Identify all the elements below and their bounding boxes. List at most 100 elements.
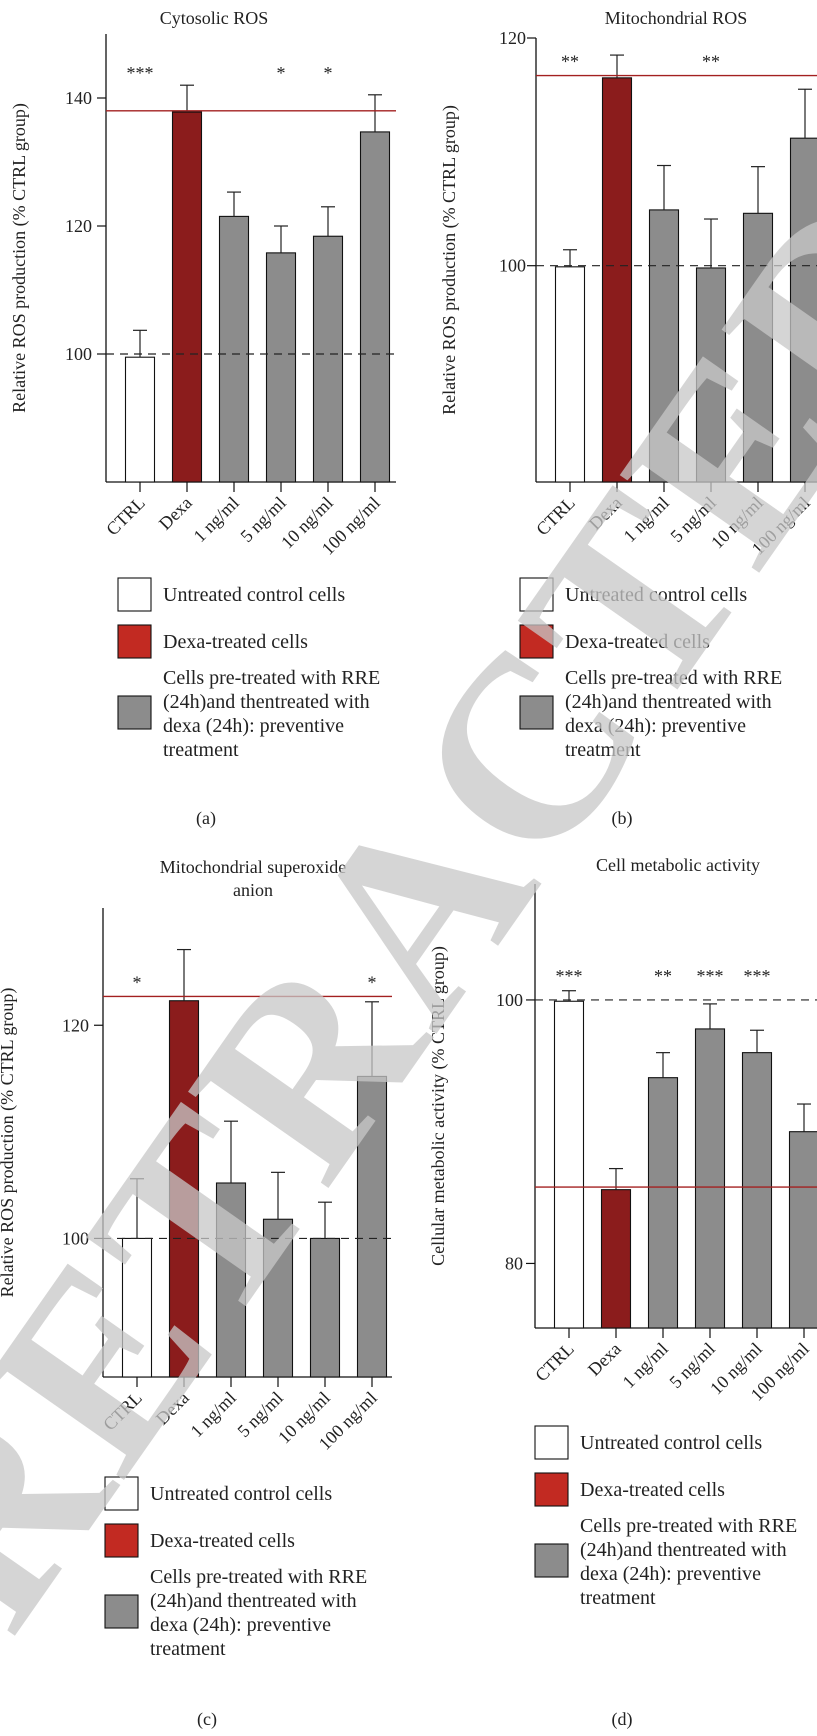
y-axis-label: Cellular metabolic activity (% CTRL grou… — [428, 946, 449, 1266]
legend-label-rre: treatment — [565, 739, 641, 761]
bar-1-ng-ml — [218, 215, 250, 483]
significance-marker: *** — [744, 966, 771, 986]
bar-ctrl — [554, 266, 586, 483]
legend-swatch-control — [534, 1425, 569, 1460]
legend-label-control: Untreated control cells — [580, 1432, 762, 1454]
legend: Untreated control cells Dexa-treated cell… — [117, 577, 380, 761]
significance-marker: *** — [697, 966, 724, 986]
y-tick-label: 120 — [62, 1015, 89, 1035]
legend-label-rre: (24h)and thentreated with — [565, 691, 772, 713]
x-tick-label: Dexa — [155, 493, 196, 534]
bar-10-ng-ml — [309, 1237, 341, 1378]
legend-label-rre: (24h)and thentreated with — [580, 1539, 787, 1561]
significance-marker: *** — [127, 63, 154, 83]
legend-label-control: Untreated control cells — [565, 584, 747, 606]
legend-label-control: Untreated control cells — [163, 584, 345, 606]
significance-marker: ** — [702, 52, 720, 72]
chart-title: Mitochondrial ROS — [605, 8, 748, 28]
chart-title: Mitochondrial superoxide — [160, 857, 346, 877]
legend-swatch-control — [104, 1476, 139, 1511]
legend-label-dexa: Dexa-treated cells — [163, 631, 308, 653]
legend-label-rre: (24h)and thentreated with — [150, 1590, 357, 1612]
x-tick-label: Dexa — [584, 1339, 625, 1380]
significance-marker: ** — [654, 966, 672, 986]
y-tick-label: 100 — [65, 344, 92, 364]
bar-ctrl — [124, 356, 156, 483]
bar-100-ng-ml — [788, 1131, 817, 1329]
legend-label-control: Untreated control cells — [150, 1483, 332, 1505]
bar-10-ng-ml — [312, 235, 344, 483]
bar-1-ng-ml — [648, 209, 680, 483]
bar-dexa — [601, 77, 633, 483]
bar-100-ng-ml — [359, 131, 391, 483]
bar-1-ng-ml — [647, 1077, 679, 1329]
significance-marker: * — [277, 63, 286, 83]
y-tick-label: 100 — [62, 1228, 89, 1248]
bar-5-ng-ml — [695, 267, 727, 483]
y-axis-label: Relative ROS production (% CTRL group) — [0, 988, 18, 1298]
y-tick-label: 120 — [499, 28, 526, 48]
panel-letter: (b) — [612, 808, 633, 829]
legend-label-rre: dexa (24h): preventive — [163, 715, 344, 737]
chart-title: Cytosolic ROS — [160, 8, 269, 28]
significance-marker: * — [324, 63, 333, 83]
legend-label-rre: Cells pre-treated with RRE — [150, 1566, 367, 1588]
y-axis-label: Relative ROS production (% CTRL group) — [439, 105, 460, 415]
significance-marker: * — [133, 972, 142, 992]
x-tick-label: 1 ng/ml — [618, 1339, 671, 1392]
x-tick-label: CTRL — [531, 1339, 578, 1386]
y-tick-label: 140 — [65, 88, 92, 108]
panel-letter: (d) — [612, 1709, 633, 1730]
bar-dexa — [171, 111, 203, 483]
y-tick-label: 100 — [499, 256, 526, 276]
significance-marker: *** — [556, 966, 583, 986]
significance-marker: * — [368, 972, 377, 992]
legend-swatch-control — [519, 577, 554, 612]
bar-10-ng-ml — [741, 1052, 773, 1329]
legend-swatch-dexa — [117, 624, 152, 659]
y-tick-label: 120 — [65, 216, 92, 236]
legend-label-rre: treatment — [580, 1587, 656, 1609]
legend-label-rre: dexa (24h): preventive — [150, 1614, 331, 1636]
legend-label-rre: treatment — [150, 1638, 226, 1660]
legend-swatch-dexa — [104, 1523, 139, 1558]
bar-5-ng-ml — [694, 1028, 726, 1329]
legend-label-dexa: Dexa-treated cells — [565, 631, 710, 653]
chart-panel-a: Cytosolic ROS Relative ROS production (% … — [9, 8, 396, 829]
legend-swatch-rre — [117, 695, 152, 730]
legend-swatch-rre — [104, 1594, 139, 1629]
legend-label-dexa: Dexa-treated cells — [150, 1530, 295, 1552]
chart-title: anion — [233, 880, 273, 900]
legend-swatch-dexa — [519, 624, 554, 659]
legend: Untreated control cells Dexa-treated cell… — [104, 1476, 367, 1660]
legend-label-rre: Cells pre-treated with RRE — [580, 1515, 797, 1537]
legend-swatch-rre — [534, 1543, 569, 1578]
bar-dexa — [600, 1189, 632, 1329]
legend-label-rre: treatment — [163, 739, 239, 761]
y-axis-label: Relative ROS production (% CTRL group) — [9, 103, 30, 413]
y-tick-label: 100 — [496, 990, 523, 1010]
panel-letter: (a) — [196, 808, 216, 829]
x-tick-label: 1 ng/ml — [189, 493, 242, 546]
legend: Untreated control cells Dexa-treated cell… — [534, 1425, 797, 1609]
bar-5-ng-ml — [265, 252, 297, 483]
bar-1-ng-ml — [215, 1182, 247, 1378]
legend-swatch-dexa — [534, 1472, 569, 1507]
x-tick-label: CTRL — [102, 493, 149, 540]
bar-5-ng-ml — [262, 1218, 294, 1378]
legend-label-rre: dexa (24h): preventive — [580, 1563, 761, 1585]
legend: Untreated control cells Dexa-treated cell… — [519, 577, 782, 761]
legend-label-rre: Cells pre-treated with RRE — [565, 667, 782, 689]
legend-label-rre: dexa (24h): preventive — [565, 715, 746, 737]
legend-swatch-rre — [519, 695, 554, 730]
chart-title: Cell metabolic activity — [596, 855, 760, 875]
legend-label-dexa: Dexa-treated cells — [580, 1479, 725, 1501]
y-tick-label: 80 — [505, 1253, 523, 1273]
bar-ctrl — [553, 1000, 585, 1329]
significance-marker: ** — [561, 52, 579, 72]
panel-letter: (c) — [197, 1709, 217, 1730]
legend-label-rre: Cells pre-treated with RRE — [163, 667, 380, 689]
legend-swatch-control — [117, 577, 152, 612]
legend-label-rre: (24h)and thentreated with — [163, 691, 370, 713]
